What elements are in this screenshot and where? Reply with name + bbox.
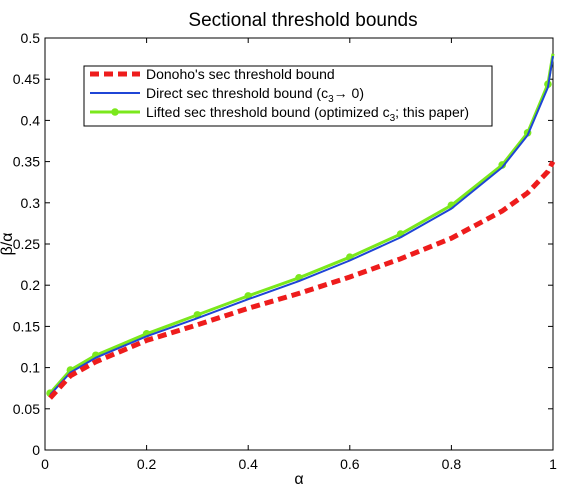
- y-tick-label: 0.3: [21, 195, 41, 211]
- legend-label: Lifted sec threshold bound (optimized c3…: [146, 104, 469, 124]
- y-tick-label: 0.35: [13, 154, 40, 170]
- x-tick-label: 0.6: [340, 456, 360, 472]
- legend: Donoho's sec threshold bound Direct sec t…: [83, 65, 493, 127]
- y-tick-label: 0.4: [21, 112, 41, 128]
- series-line-direct-bound: [49, 55, 554, 396]
- y-axis-label: β/α: [0, 233, 16, 256]
- series-layer: [46, 53, 556, 400]
- x-tick-label: 0.4: [238, 456, 258, 472]
- series-line-lifted-bound: [48, 53, 555, 395]
- tick-layer: 0 0.2 0.4 0.6 0.8 1 0 0.05 0.1 0.15 0.2 0.25 0.3 0.35…: [13, 30, 557, 472]
- legend-box: [83, 65, 493, 127]
- y-tick-label: 0.15: [13, 318, 40, 334]
- y-tick-label: 0.25: [13, 236, 40, 252]
- y-tick-label: 0.5: [21, 30, 41, 46]
- y-tick-label: 0.45: [13, 71, 40, 87]
- legend-label: Direct sec threshold bound (c3→ 0): [146, 85, 364, 105]
- y-tick-label: 0.05: [13, 401, 40, 417]
- legend-marker-lifted: [111, 108, 119, 116]
- y-tick-label: 0.1: [21, 360, 41, 376]
- y-tick-label: 0: [32, 442, 40, 458]
- x-tick-label: 0.2: [137, 456, 157, 472]
- data-point-lifted-bound: [498, 161, 507, 169]
- x-tick-label: 0.8: [442, 456, 462, 472]
- chart-title: Sectional threshold bounds: [188, 10, 417, 31]
- series-line-donoho-bound: [48, 160, 556, 400]
- x-axis-label: α: [294, 471, 303, 488]
- x-tick-label: 0: [41, 456, 49, 472]
- x-tick-label: 1: [549, 456, 557, 472]
- y-tick-label: 0.2: [21, 277, 41, 293]
- legend-label: Donoho's sec threshold bound: [146, 66, 335, 82]
